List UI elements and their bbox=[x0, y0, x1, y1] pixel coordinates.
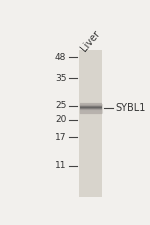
Text: Liver: Liver bbox=[79, 29, 102, 54]
Bar bbox=[79, 50, 102, 197]
Text: 11: 11 bbox=[55, 161, 66, 170]
Text: 48: 48 bbox=[55, 53, 66, 62]
Text: 17: 17 bbox=[55, 133, 66, 142]
Text: SYBL1: SYBL1 bbox=[115, 104, 146, 113]
Text: 35: 35 bbox=[55, 74, 66, 83]
Text: 25: 25 bbox=[55, 101, 66, 110]
Text: 20: 20 bbox=[55, 115, 66, 124]
